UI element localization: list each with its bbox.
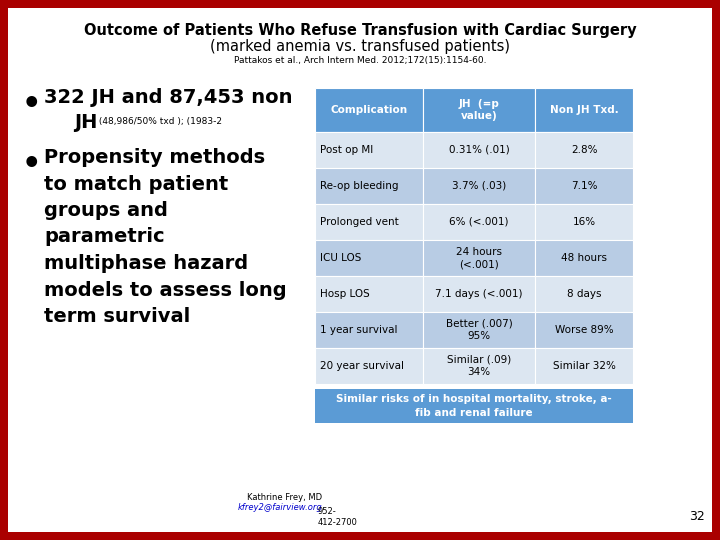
Bar	[423, 168, 535, 204]
Bar	[535, 276, 633, 312]
Bar	[315, 88, 423, 132]
Bar	[0, 532, 720, 540]
Text: Prolonged vent: Prolonged vent	[320, 217, 399, 227]
Bar	[315, 389, 633, 423]
Text: Worse 89%: Worse 89%	[554, 325, 613, 335]
Bar	[423, 312, 535, 348]
Bar	[315, 204, 423, 240]
Text: Similar 32%: Similar 32%	[552, 361, 616, 371]
Text: 16%: 16%	[572, 217, 595, 227]
Text: 3.7% (.03): 3.7% (.03)	[452, 181, 506, 191]
Text: 8 days: 8 days	[567, 289, 601, 299]
Text: Kathrine Frey, MD: Kathrine Frey, MD	[248, 492, 323, 502]
Bar	[315, 312, 423, 348]
Text: 1 year survival: 1 year survival	[320, 325, 397, 335]
Bar	[535, 240, 633, 276]
Text: 6% (<.001): 6% (<.001)	[449, 217, 509, 227]
Bar	[315, 276, 423, 312]
Text: 7.1%: 7.1%	[571, 181, 598, 191]
Text: Complication: Complication	[330, 105, 408, 115]
Text: 0.31% (.01): 0.31% (.01)	[449, 145, 509, 155]
Bar	[0, 0, 720, 8]
Bar	[423, 204, 535, 240]
Text: Similar (.09)
34%: Similar (.09) 34%	[447, 355, 511, 377]
Text: 24 hours
(<.001): 24 hours (<.001)	[456, 247, 502, 269]
Text: kfrey2@fairview.org: kfrey2@fairview.org	[238, 503, 323, 512]
Bar	[423, 88, 535, 132]
Text: Pattakos et al., Arch Intern Med. 2012;172(15):1154-60.: Pattakos et al., Arch Intern Med. 2012;1…	[234, 56, 486, 64]
Text: •: •	[22, 90, 42, 119]
Bar	[535, 168, 633, 204]
Text: •: •	[22, 150, 42, 179]
Text: 32: 32	[689, 510, 705, 523]
Bar	[535, 132, 633, 168]
Text: Outcome of Patients Who Refuse Transfusion with Cardiac Surgery: Outcome of Patients Who Refuse Transfusi…	[84, 23, 636, 37]
Text: 7.1 days (<.001): 7.1 days (<.001)	[436, 289, 523, 299]
Text: Non JH Txd.: Non JH Txd.	[549, 105, 618, 115]
Text: 48 hours: 48 hours	[561, 253, 607, 263]
Bar	[315, 348, 423, 384]
Bar	[535, 204, 633, 240]
Bar	[535, 348, 633, 384]
Bar	[535, 312, 633, 348]
Text: Re-op bleeding: Re-op bleeding	[320, 181, 398, 191]
Bar	[712, 0, 720, 540]
Bar	[315, 168, 423, 204]
Text: 322 JH and 87,453 non: 322 JH and 87,453 non	[44, 88, 292, 107]
Bar	[423, 132, 535, 168]
Bar	[535, 88, 633, 132]
Text: JH  (=p
value): JH (=p value)	[459, 99, 500, 121]
Bar	[423, 348, 535, 384]
Text: Hosp LOS: Hosp LOS	[320, 289, 370, 299]
Text: (48,986/50% txd ); (1983-2: (48,986/50% txd ); (1983-2	[96, 117, 222, 126]
Text: JH: JH	[74, 113, 97, 132]
Text: ICU LOS: ICU LOS	[320, 253, 361, 263]
Bar	[423, 240, 535, 276]
Text: Better (.007)
95%: Better (.007) 95%	[446, 319, 513, 341]
Text: 952-
412-2700: 952- 412-2700	[318, 507, 358, 527]
Bar	[423, 276, 535, 312]
Text: 20 year survival: 20 year survival	[320, 361, 404, 371]
Bar	[315, 240, 423, 276]
Text: Similar risks of in hospital mortality, stroke, a-
fib and renal failure: Similar risks of in hospital mortality, …	[336, 394, 612, 417]
Text: Propensity methods
to match patient
groups and
parametric
multiphase hazard
mode: Propensity methods to match patient grou…	[44, 148, 287, 326]
Text: 2.8%: 2.8%	[571, 145, 598, 155]
Bar	[315, 132, 423, 168]
Text: Post op MI: Post op MI	[320, 145, 373, 155]
Bar	[0, 0, 8, 540]
Text: (marked anemia vs. transfused patients): (marked anemia vs. transfused patients)	[210, 38, 510, 53]
